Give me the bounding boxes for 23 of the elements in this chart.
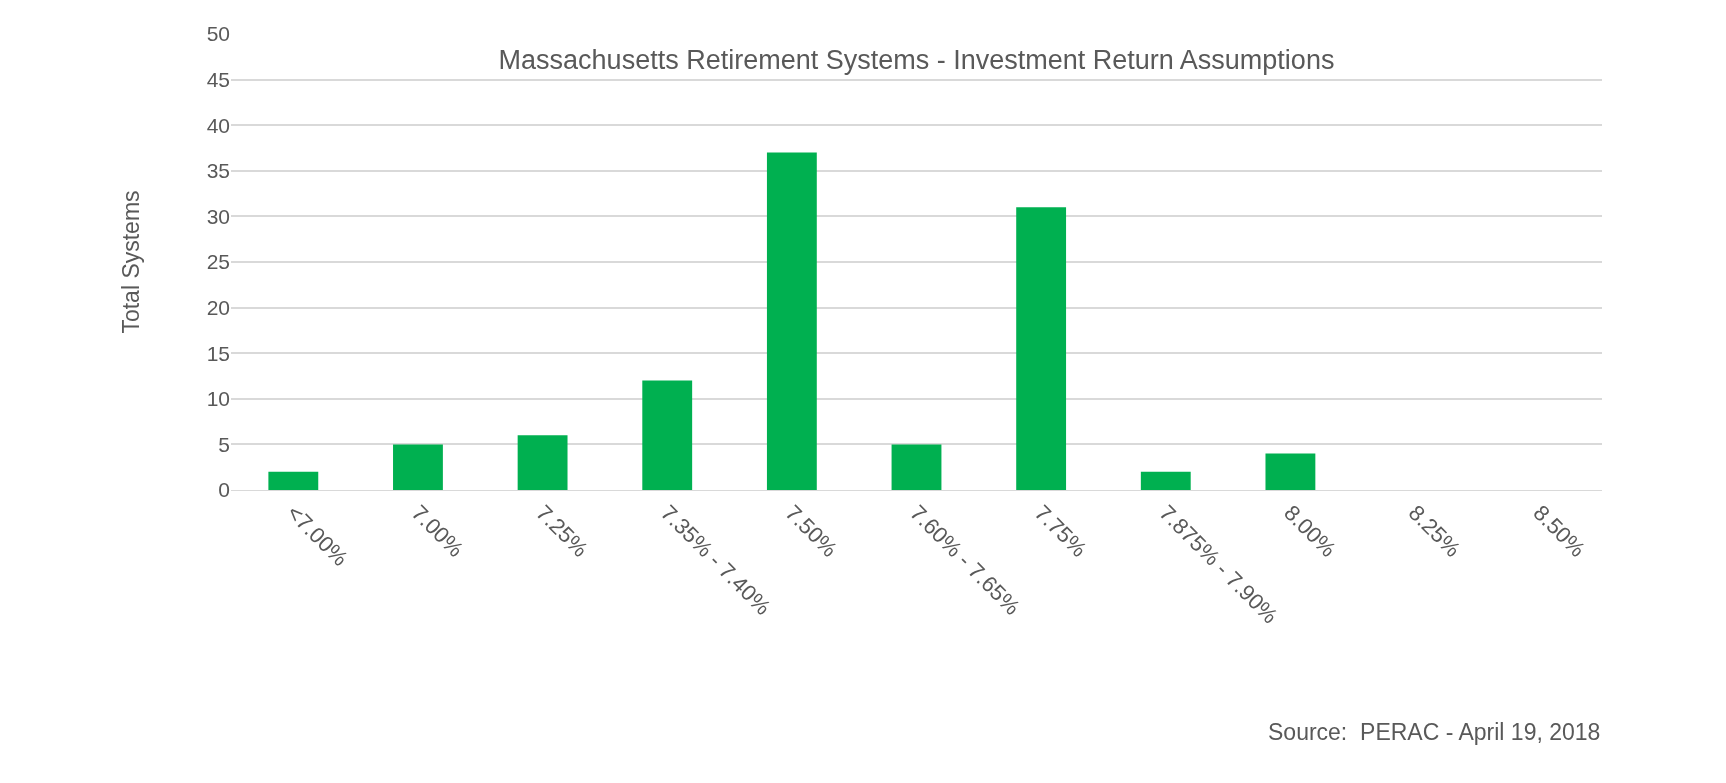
y-tick-label: 35: [206, 159, 230, 183]
y-tick-label: 5: [218, 432, 230, 456]
y-tick-label: 45: [206, 67, 230, 91]
bar: [642, 380, 693, 490]
bar: [1016, 207, 1067, 490]
y-tick-label: 30: [206, 204, 230, 228]
y-axis-title: Total Systems: [118, 190, 145, 334]
bar: [268, 471, 319, 490]
bar: [517, 435, 568, 490]
y-tick-label: 40: [206, 113, 230, 137]
chart-title: Massachusetts Retirement Systems - Investment Return Assumptions: [498, 45, 1335, 76]
source-note: Source: PERAC - April 19, 2018: [1268, 719, 1601, 745]
y-tick-label: 15: [206, 341, 230, 365]
bar: [393, 444, 443, 490]
bar: [1140, 471, 1191, 490]
y-tick-label: 25: [206, 250, 230, 274]
y-tick-label: 20: [206, 295, 230, 319]
y-tick-label: 10: [206, 387, 230, 411]
bar: [1265, 453, 1316, 490]
y-tick-label: 50: [206, 22, 230, 46]
bar: [766, 152, 817, 490]
y-tick-label: 0: [218, 478, 230, 502]
bar: [891, 444, 942, 490]
